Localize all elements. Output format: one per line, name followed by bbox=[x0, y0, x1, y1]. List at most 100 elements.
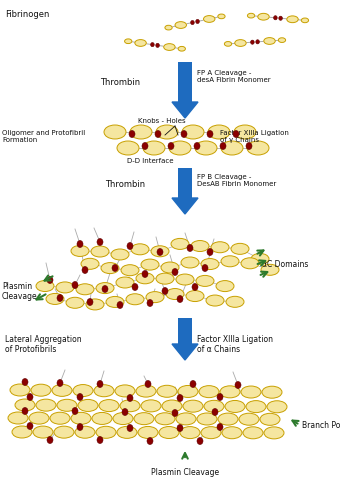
Ellipse shape bbox=[247, 141, 269, 155]
Ellipse shape bbox=[197, 413, 217, 425]
Ellipse shape bbox=[246, 400, 266, 412]
Ellipse shape bbox=[222, 426, 242, 438]
Ellipse shape bbox=[226, 296, 244, 308]
Ellipse shape bbox=[156, 44, 159, 48]
Ellipse shape bbox=[92, 412, 112, 424]
Ellipse shape bbox=[106, 296, 124, 308]
Ellipse shape bbox=[126, 294, 144, 305]
Ellipse shape bbox=[216, 280, 234, 291]
Ellipse shape bbox=[136, 385, 156, 397]
Ellipse shape bbox=[267, 401, 287, 413]
Bar bbox=[178, 318, 192, 344]
Ellipse shape bbox=[66, 298, 84, 308]
Ellipse shape bbox=[176, 274, 194, 285]
Ellipse shape bbox=[155, 130, 161, 138]
Text: Lateral Aggregation
of Protofibrils: Lateral Aggregation of Protofibrils bbox=[5, 335, 81, 354]
Ellipse shape bbox=[113, 412, 133, 424]
Ellipse shape bbox=[27, 394, 33, 400]
Ellipse shape bbox=[159, 426, 179, 438]
Text: Plasmin Cleavage: Plasmin Cleavage bbox=[151, 468, 219, 477]
Ellipse shape bbox=[183, 400, 203, 412]
Ellipse shape bbox=[112, 264, 118, 272]
Ellipse shape bbox=[191, 20, 194, 24]
Ellipse shape bbox=[97, 238, 103, 246]
Ellipse shape bbox=[73, 384, 93, 396]
Ellipse shape bbox=[202, 264, 208, 272]
Ellipse shape bbox=[122, 408, 128, 416]
Ellipse shape bbox=[194, 142, 200, 150]
Ellipse shape bbox=[243, 427, 263, 439]
Ellipse shape bbox=[239, 413, 259, 425]
Text: Plasmin
Cleavage: Plasmin Cleavage bbox=[2, 282, 38, 302]
Ellipse shape bbox=[261, 264, 279, 276]
Ellipse shape bbox=[87, 298, 93, 306]
Ellipse shape bbox=[180, 426, 200, 438]
Ellipse shape bbox=[102, 286, 108, 292]
Ellipse shape bbox=[121, 264, 139, 276]
Ellipse shape bbox=[177, 424, 183, 432]
Ellipse shape bbox=[264, 427, 284, 439]
Ellipse shape bbox=[278, 38, 286, 42]
Ellipse shape bbox=[241, 258, 259, 269]
Ellipse shape bbox=[117, 302, 123, 308]
Ellipse shape bbox=[197, 438, 203, 444]
Ellipse shape bbox=[135, 40, 146, 46]
Text: FP A Cleavage -
desA Fibrin Monomer: FP A Cleavage - desA Fibrin Monomer bbox=[197, 70, 271, 83]
Ellipse shape bbox=[211, 242, 229, 252]
Ellipse shape bbox=[130, 125, 152, 139]
Ellipse shape bbox=[204, 400, 224, 412]
Ellipse shape bbox=[124, 39, 132, 44]
Ellipse shape bbox=[141, 259, 159, 270]
Ellipse shape bbox=[262, 386, 282, 398]
Ellipse shape bbox=[172, 268, 178, 276]
Ellipse shape bbox=[157, 248, 163, 256]
Ellipse shape bbox=[71, 246, 89, 256]
Ellipse shape bbox=[192, 284, 198, 290]
Ellipse shape bbox=[54, 426, 74, 438]
Ellipse shape bbox=[225, 400, 245, 412]
Ellipse shape bbox=[287, 16, 298, 22]
Ellipse shape bbox=[201, 258, 219, 270]
Polygon shape bbox=[172, 344, 198, 360]
Ellipse shape bbox=[97, 436, 103, 444]
Ellipse shape bbox=[104, 125, 126, 139]
Ellipse shape bbox=[165, 26, 172, 30]
Ellipse shape bbox=[50, 412, 70, 424]
Ellipse shape bbox=[36, 280, 54, 291]
Ellipse shape bbox=[177, 296, 183, 302]
Ellipse shape bbox=[111, 249, 129, 260]
Ellipse shape bbox=[175, 22, 187, 29]
Ellipse shape bbox=[77, 424, 83, 430]
Ellipse shape bbox=[46, 294, 64, 304]
Text: Fibrinogen: Fibrinogen bbox=[5, 10, 49, 19]
Ellipse shape bbox=[72, 408, 78, 414]
Polygon shape bbox=[172, 102, 198, 118]
Ellipse shape bbox=[115, 385, 135, 397]
Ellipse shape bbox=[190, 380, 196, 388]
Ellipse shape bbox=[57, 400, 77, 411]
Ellipse shape bbox=[256, 40, 260, 44]
Ellipse shape bbox=[138, 426, 158, 438]
Ellipse shape bbox=[127, 424, 133, 432]
Ellipse shape bbox=[129, 130, 135, 138]
Ellipse shape bbox=[212, 408, 218, 416]
Bar bbox=[178, 62, 192, 102]
Ellipse shape bbox=[248, 14, 255, 18]
Text: Thrombin: Thrombin bbox=[100, 78, 140, 87]
Text: Branch Point: Branch Point bbox=[302, 420, 341, 430]
Ellipse shape bbox=[116, 277, 134, 288]
Ellipse shape bbox=[8, 412, 28, 424]
Ellipse shape bbox=[206, 295, 224, 306]
Ellipse shape bbox=[169, 141, 191, 155]
Ellipse shape bbox=[91, 246, 109, 257]
Ellipse shape bbox=[181, 130, 187, 138]
Ellipse shape bbox=[251, 254, 269, 264]
Ellipse shape bbox=[235, 40, 246, 46]
Ellipse shape bbox=[12, 426, 32, 438]
Ellipse shape bbox=[151, 42, 154, 46]
Text: Thrombin: Thrombin bbox=[105, 180, 145, 189]
Ellipse shape bbox=[172, 410, 178, 416]
Ellipse shape bbox=[217, 394, 223, 400]
Ellipse shape bbox=[77, 240, 83, 248]
Ellipse shape bbox=[301, 18, 309, 22]
